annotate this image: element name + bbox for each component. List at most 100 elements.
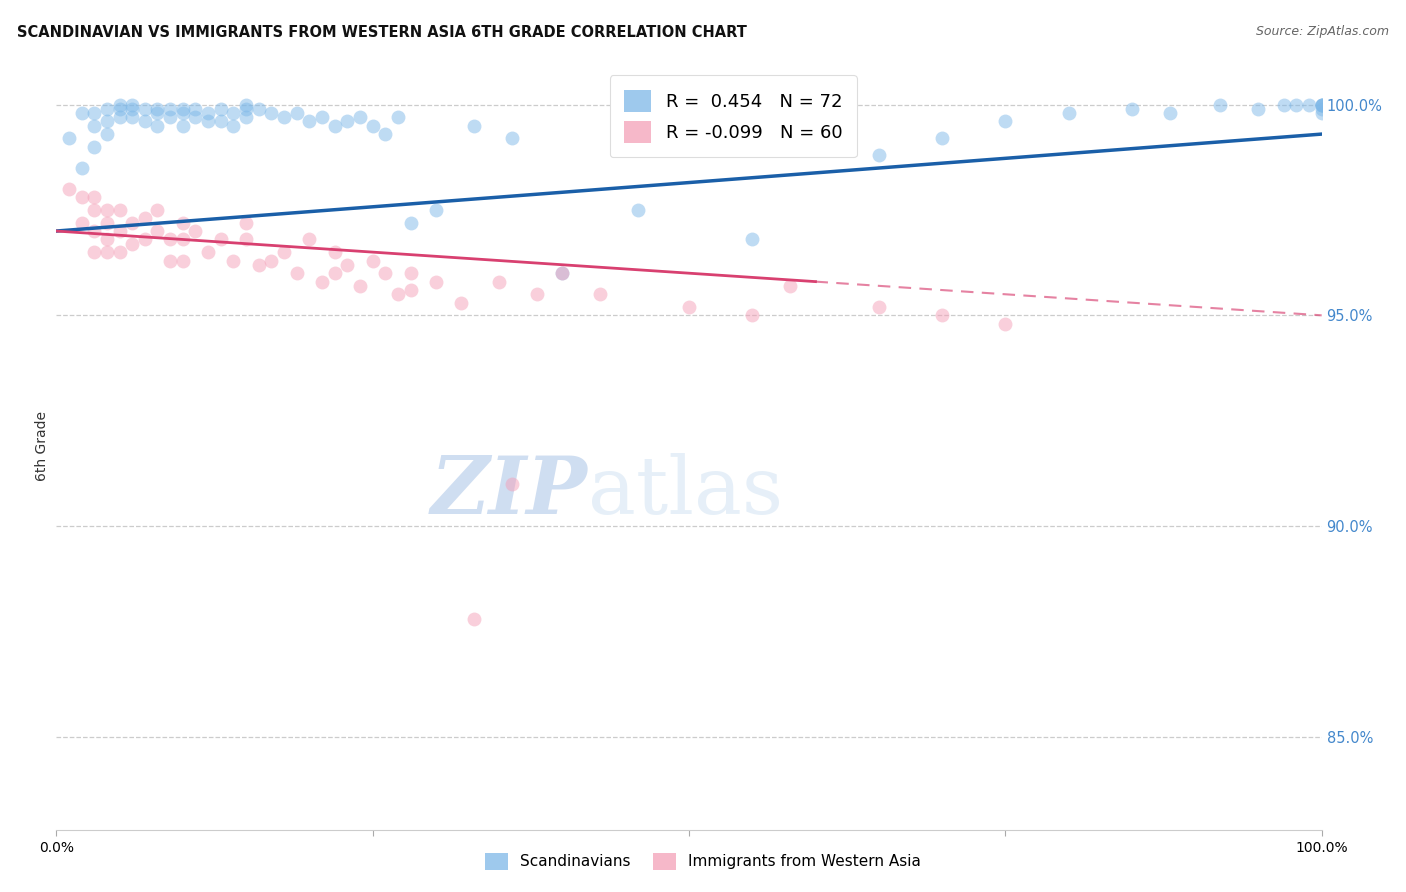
Point [146, 106, 169, 120]
Point [1121, 102, 1143, 116]
Point [184, 102, 207, 116]
Point [425, 275, 447, 289]
Point [96, 245, 118, 260]
Point [247, 102, 270, 116]
Point [311, 110, 333, 124]
Point [235, 102, 257, 116]
Point [235, 110, 257, 124]
Point [197, 245, 219, 260]
Point [172, 216, 194, 230]
Point [931, 309, 953, 323]
Point [1209, 97, 1232, 112]
Point [121, 236, 143, 251]
Point [1310, 102, 1333, 116]
Point [247, 258, 270, 272]
Point [235, 216, 257, 230]
Point [349, 278, 371, 293]
Point [146, 102, 169, 116]
Point [146, 224, 169, 238]
Point [172, 106, 194, 120]
Point [285, 266, 308, 280]
Point [58, 131, 80, 145]
Point [108, 202, 131, 217]
Point [146, 202, 169, 217]
Point [197, 106, 219, 120]
Point [121, 216, 143, 230]
Point [70, 161, 93, 175]
Point [83, 202, 105, 217]
Point [488, 275, 510, 289]
Point [399, 283, 422, 297]
Point [323, 245, 346, 260]
Point [931, 131, 953, 145]
Point [399, 216, 422, 230]
Point [501, 477, 523, 491]
Point [1272, 97, 1295, 112]
Point [70, 216, 93, 230]
Point [108, 102, 131, 116]
Point [323, 119, 346, 133]
Point [83, 245, 105, 260]
Point [134, 102, 156, 116]
Point [1298, 97, 1320, 112]
Point [463, 119, 485, 133]
Point [374, 266, 396, 280]
Point [501, 131, 523, 145]
Point [108, 245, 131, 260]
Point [994, 317, 1017, 331]
Point [83, 106, 105, 120]
Text: atlas: atlas [588, 453, 783, 531]
Point [134, 232, 156, 246]
Point [96, 127, 118, 141]
Point [450, 295, 472, 310]
Point [1310, 106, 1333, 120]
Point [159, 110, 181, 124]
Point [222, 106, 245, 120]
Point [121, 102, 143, 116]
Point [627, 202, 650, 217]
Point [172, 232, 194, 246]
Point [96, 114, 118, 128]
Point [868, 300, 890, 314]
Point [159, 232, 181, 246]
Point [361, 253, 384, 268]
Point [222, 119, 245, 133]
Point [172, 253, 194, 268]
Point [349, 110, 371, 124]
Point [678, 300, 700, 314]
Point [96, 216, 118, 230]
Point [209, 102, 232, 116]
Point [387, 110, 409, 124]
Point [779, 278, 801, 293]
Point [83, 190, 105, 204]
Point [1285, 97, 1308, 112]
Point [868, 148, 890, 162]
Point [273, 245, 295, 260]
Point [184, 110, 207, 124]
Point [96, 102, 118, 116]
Point [58, 182, 80, 196]
Point [741, 309, 763, 323]
Point [1057, 106, 1080, 120]
Point [121, 110, 143, 124]
Point [197, 114, 219, 128]
Point [209, 114, 232, 128]
Point [108, 224, 131, 238]
Point [323, 266, 346, 280]
Point [134, 114, 156, 128]
Point [108, 97, 131, 112]
Point [83, 140, 105, 154]
Point [184, 224, 207, 238]
Point [83, 224, 105, 238]
Point [526, 287, 548, 301]
Point [209, 232, 232, 246]
Point [298, 114, 321, 128]
Point [260, 106, 283, 120]
Point [298, 232, 321, 246]
Point [96, 202, 118, 217]
Text: Source: ZipAtlas.com: Source: ZipAtlas.com [1256, 25, 1389, 38]
Legend: Scandinavians, Immigrants from Western Asia: Scandinavians, Immigrants from Western A… [477, 846, 929, 877]
Point [1310, 97, 1333, 112]
Point [1310, 97, 1333, 112]
Point [108, 110, 131, 124]
